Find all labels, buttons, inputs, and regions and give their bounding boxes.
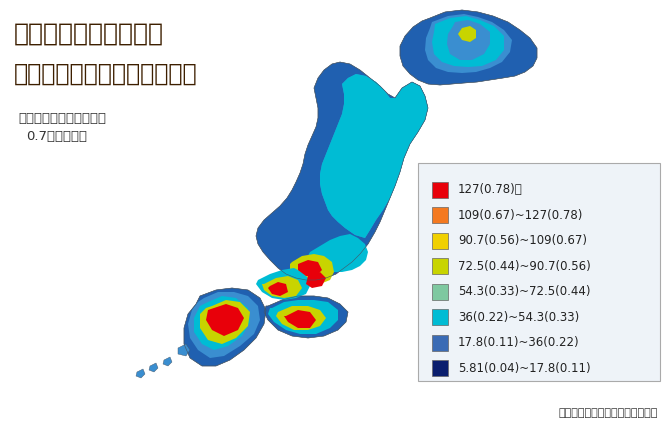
Polygon shape xyxy=(276,306,326,330)
Polygon shape xyxy=(432,16,504,67)
Polygon shape xyxy=(149,363,158,372)
Bar xyxy=(432,335,448,351)
Polygon shape xyxy=(178,344,190,356)
Polygon shape xyxy=(262,276,302,298)
Polygon shape xyxy=(256,62,428,280)
Polygon shape xyxy=(306,272,326,288)
Bar xyxy=(432,233,448,249)
Text: 0.7西弗／戈瑞: 0.7西弗／戈瑞 xyxy=(26,130,87,143)
Polygon shape xyxy=(308,234,368,272)
Text: 36(0.22)~54.3(0.33): 36(0.22)~54.3(0.33) xyxy=(458,311,579,324)
Bar xyxy=(432,258,448,274)
Polygon shape xyxy=(268,300,338,334)
Polygon shape xyxy=(136,369,145,378)
Polygon shape xyxy=(256,268,310,300)
Polygon shape xyxy=(447,20,490,60)
Polygon shape xyxy=(184,288,266,366)
Polygon shape xyxy=(320,74,428,238)
Polygon shape xyxy=(163,357,172,366)
Text: 54.3(0.33)~72.5(0.44): 54.3(0.33)~72.5(0.44) xyxy=(458,285,590,298)
Text: 72.5(0.44)~90.7(0.56): 72.5(0.44)~90.7(0.56) xyxy=(458,260,591,273)
Text: 109(0.67)~127(0.78): 109(0.67)~127(0.78) xyxy=(458,209,584,222)
Bar xyxy=(432,182,448,198)
Bar xyxy=(432,284,448,300)
Polygon shape xyxy=(268,282,288,296)
Bar xyxy=(432,309,448,325)
Polygon shape xyxy=(264,296,348,338)
Polygon shape xyxy=(188,292,260,358)
Polygon shape xyxy=(206,304,244,336)
Bar xyxy=(432,360,448,376)
Polygon shape xyxy=(298,260,322,276)
Polygon shape xyxy=(290,254,334,284)
Text: 17.8(0.11)~36(0.22): 17.8(0.11)~36(0.22) xyxy=(458,336,580,349)
Text: ・转换成实际剂量时使用: ・转换成实际剂量时使用 xyxy=(18,112,106,125)
Polygon shape xyxy=(194,296,250,350)
Polygon shape xyxy=(425,14,512,73)
Polygon shape xyxy=(284,310,316,328)
Bar xyxy=(432,207,448,223)
Text: 纳戈瑞／小时（毫西弗／年）: 纳戈瑞／小时（毫西弗／年） xyxy=(14,62,197,86)
Polygon shape xyxy=(200,300,250,344)
Text: 天然辐射的空间剂量率: 天然辐射的空间剂量率 xyxy=(14,22,164,46)
Polygon shape xyxy=(458,26,476,42)
Text: 127(0.78)＜: 127(0.78)＜ xyxy=(458,183,523,196)
Polygon shape xyxy=(320,74,428,238)
Text: 90.7(0.56)~109(0.67): 90.7(0.56)~109(0.67) xyxy=(458,234,587,247)
FancyBboxPatch shape xyxy=(418,163,660,381)
Text: 出処：根据日本地质学会网站制作: 出処：根据日本地质学会网站制作 xyxy=(559,408,658,418)
Polygon shape xyxy=(400,10,537,85)
Text: 5.81(0.04)~17.8(0.11): 5.81(0.04)~17.8(0.11) xyxy=(458,362,590,375)
